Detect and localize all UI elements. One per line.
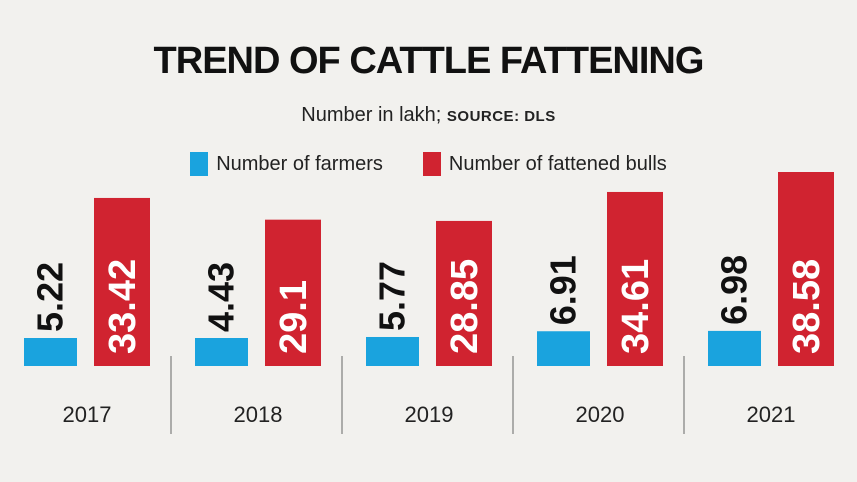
legend-swatch-farmers — [190, 152, 209, 176]
x-tick-2020: 2020 — [576, 402, 625, 427]
bar-farmers-2018 — [195, 338, 248, 366]
bar-farmers-2019 — [366, 336, 419, 366]
bar-bulls-2018 — [265, 219, 321, 366]
source-note: SOURCE: DLS — [446, 108, 556, 125]
bar-farmers-2017 — [24, 338, 77, 366]
label-farmers-2021: 6.98 — [714, 255, 755, 325]
label-farmers-2019: 5.77 — [372, 261, 413, 331]
chart-subtitle: Number in lakh; SOURCE: DLS — [0, 104, 857, 127]
legend-item-farmers: Number of farmers — [190, 152, 383, 176]
label-bulls-2018: 29.1 — [273, 280, 315, 354]
bar-bulls-2020 — [607, 191, 663, 366]
x-tick-2018: 2018 — [234, 402, 283, 427]
label-bulls-2020: 34.61 — [615, 259, 657, 354]
bar-bulls-2019 — [436, 220, 492, 366]
chart-title: TREND OF CATTLE FATTENING — [153, 40, 705, 82]
units-note: Number in lakh; — [301, 104, 442, 126]
bar-farmers-2021 — [708, 330, 761, 366]
label-bulls-2021: 38.58 — [786, 259, 828, 354]
legend: Number of farmers Number of fattened bul… — [0, 152, 857, 176]
label-farmers-2018: 4.43 — [201, 262, 242, 332]
bar-bulls-2017 — [94, 197, 150, 366]
x-tick-2019: 2019 — [405, 402, 454, 427]
legend-item-bulls: Number of fattened bulls — [422, 152, 667, 176]
legend-label-bulls: Number of fattened bulls — [448, 152, 667, 175]
legend-swatch-bulls — [422, 152, 441, 176]
bar-bulls-2021 — [778, 172, 834, 366]
x-tick-2021: 2021 — [747, 402, 796, 427]
label-farmers-2017: 5.22 — [30, 262, 71, 332]
label-bulls-2017: 33.42 — [102, 259, 144, 354]
label-farmers-2020: 6.91 — [543, 255, 584, 325]
legend-label-farmers: Number of farmers — [216, 152, 383, 175]
label-bulls-2019: 28.85 — [444, 259, 486, 354]
bar-farmers-2020 — [537, 331, 590, 366]
x-tick-2017: 2017 — [63, 402, 112, 427]
